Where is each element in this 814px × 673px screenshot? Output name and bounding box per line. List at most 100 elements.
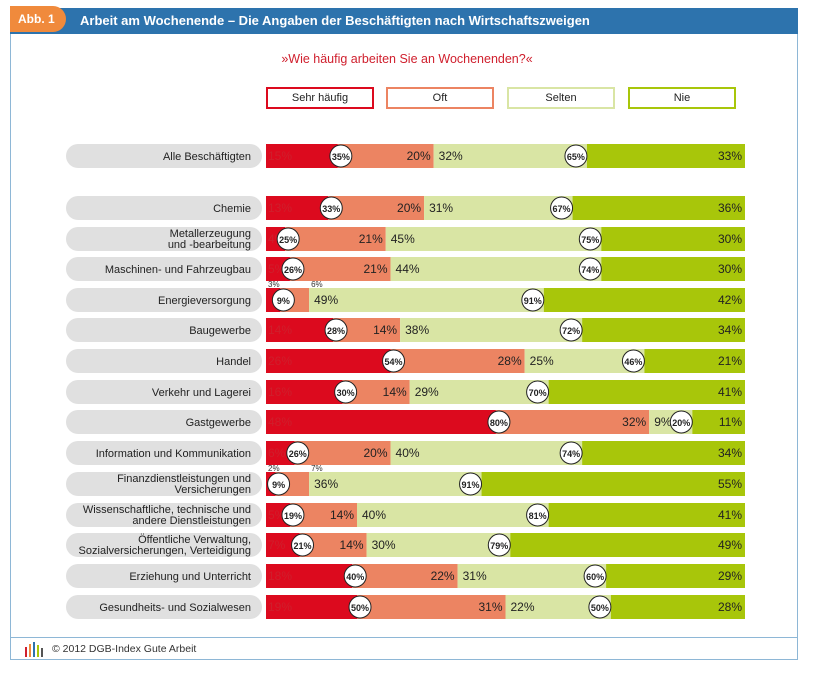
legend-sehr-haeufig: Sehr häufig (266, 87, 374, 109)
bar-segment-oft (495, 410, 650, 434)
data-label: 18% (268, 569, 292, 583)
cumulative-marker-label: 9% (272, 480, 285, 490)
cumulative-marker (526, 380, 550, 404)
category-label: Erziehung und Unterricht (129, 571, 251, 583)
data-label: 7% (311, 464, 323, 473)
legend-selten: Selten (507, 87, 615, 109)
bar-segment-nie (548, 380, 745, 404)
data-label: 15% (268, 149, 292, 163)
row-label-background (66, 472, 262, 496)
data-label: 22% (511, 600, 535, 614)
cumulative-marker (487, 410, 511, 434)
cumulative-marker (267, 472, 291, 496)
data-label: 21% (718, 354, 742, 368)
data-label: 32% (439, 149, 463, 163)
bar-segment-nie (601, 227, 745, 251)
bar-segment-selten (390, 441, 583, 465)
cumulative-marker-label: 74% (581, 265, 599, 275)
category-label: Öffentliche Verwaltung, (138, 534, 251, 546)
chart-question: »Wie häufig arbeiten Sie an Wochenenden?… (281, 52, 533, 66)
data-label: 21% (359, 232, 383, 246)
bar-segment-sehr-haeufig (266, 564, 353, 588)
data-label: 49% (718, 538, 742, 552)
cumulative-marker-label: 50% (351, 603, 369, 613)
data-label: 11% (719, 415, 742, 429)
row-label-background (66, 595, 262, 619)
category-label: Gesundheits- und Sozialwesen (99, 602, 251, 614)
data-label: 40% (362, 508, 386, 522)
data-label: 32% (622, 415, 646, 429)
data-label: 31% (463, 569, 487, 583)
cumulative-marker-label: 21% (294, 541, 312, 551)
cumulative-marker (271, 288, 295, 312)
data-label: 5% (268, 508, 286, 522)
cumulative-marker (588, 595, 612, 619)
cumulative-marker (669, 410, 693, 434)
bar-segment-selten (357, 503, 549, 527)
data-label: 14% (373, 323, 397, 337)
bar-segment-nie (481, 472, 745, 496)
row-label-background (66, 441, 262, 465)
data-label: 21% (364, 262, 388, 276)
bar-segment-oft (337, 144, 434, 168)
cumulative-marker (526, 503, 550, 527)
bar-segment-oft (390, 349, 525, 373)
data-label: 49% (314, 293, 338, 307)
cumulative-marker-label: 91% (524, 296, 542, 306)
footer (10, 637, 798, 660)
cumulative-marker-label: 40% (346, 572, 364, 582)
bar-segment-nie (543, 288, 745, 312)
data-label: 38% (405, 323, 429, 337)
data-label: 42% (718, 293, 742, 307)
bar-segment-sehr-haeufig (266, 380, 343, 404)
data-label: 44% (396, 262, 420, 276)
data-label: 30% (718, 232, 742, 246)
bar-segment-nie (610, 595, 745, 619)
cumulative-marker-label: 65% (567, 152, 585, 162)
bar-segment-selten (433, 144, 587, 168)
bar-segment-oft (294, 441, 391, 465)
data-label: 26% (268, 354, 292, 368)
cumulative-marker (343, 564, 367, 588)
bar-segment-sehr-haeufig (266, 318, 334, 342)
cumulative-marker-label: 26% (284, 265, 302, 275)
bar-segment-oft (285, 227, 386, 251)
bar-segment-selten (309, 472, 482, 496)
cumulative-marker-label: 35% (332, 152, 350, 162)
data-label: 31% (478, 600, 502, 614)
category-label: andere Dienstleistungen (132, 515, 251, 527)
cumulative-marker (382, 349, 406, 373)
data-label: 41% (718, 385, 742, 399)
data-label: 16% (268, 385, 292, 399)
bar-segment-nie (582, 441, 745, 465)
bar-segment-nie (582, 318, 745, 342)
data-label: 14% (268, 323, 292, 337)
data-label: 28% (718, 600, 742, 614)
cumulative-marker (334, 380, 358, 404)
cumulative-marker-label: 20% (672, 418, 690, 428)
data-label: 22% (431, 569, 455, 583)
category-label: Maschinen- und Fahrzeugbau (105, 264, 251, 276)
category-label: und -bearbeitung (168, 239, 251, 251)
cumulative-marker-label: 9% (277, 296, 290, 306)
data-label: 30% (718, 262, 742, 276)
category-label: Energieversorgung (158, 295, 251, 307)
row-label-background (66, 349, 262, 373)
category-label: Information und Kommunikation (96, 448, 251, 460)
category-label: Wissenschaftliche, technische und (83, 504, 251, 516)
figure-badge: Abb. 1 (10, 6, 66, 32)
bar-segment-nie (644, 349, 745, 373)
row-label-background (66, 196, 262, 220)
bar-segment-nie (510, 533, 745, 557)
data-label: 29% (718, 569, 742, 583)
bar-segment-selten (366, 533, 511, 557)
bar-segment-sehr-haeufig (266, 410, 496, 434)
bar-segment-selten (309, 288, 544, 312)
cumulative-marker (324, 318, 348, 342)
row-label-background (66, 380, 262, 404)
category-label: Alle Beschäftigten (163, 151, 251, 163)
data-label: 14% (340, 538, 364, 552)
data-label: 29% (415, 385, 439, 399)
data-label: 3% (268, 280, 280, 289)
